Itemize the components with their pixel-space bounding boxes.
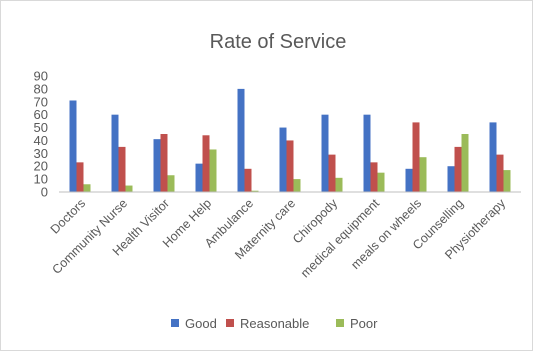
y-tick-label: 90 xyxy=(34,69,48,84)
bar-reasonable-4 xyxy=(244,168,252,192)
bar-reasonable-1 xyxy=(118,146,126,192)
bar-poor-3 xyxy=(209,149,217,192)
chart-title: Rate of Service xyxy=(210,31,347,53)
bar-reasonable-6 xyxy=(328,154,336,192)
bar-poor-0 xyxy=(83,184,91,192)
bar-good-7 xyxy=(363,114,371,192)
plot-area xyxy=(69,88,511,192)
y-tick-label: 60 xyxy=(34,107,48,122)
x-tick-label: Community Nurse xyxy=(49,196,130,277)
bar-poor-6 xyxy=(335,177,343,192)
bar-poor-9 xyxy=(461,134,469,192)
legend-swatch-poor xyxy=(336,319,344,327)
bar-poor-8 xyxy=(419,157,427,192)
bar-reasonable-9 xyxy=(454,146,462,192)
y-tick-label: 30 xyxy=(34,146,48,161)
bar-poor-10 xyxy=(503,170,511,192)
y-tick-label: 70 xyxy=(34,94,48,109)
bar-reasonable-8 xyxy=(412,122,420,192)
bar-poor-7 xyxy=(377,172,385,192)
bar-reasonable-2 xyxy=(160,134,168,192)
bar-good-6 xyxy=(321,114,329,192)
legend: Good Reasonable Poor xyxy=(171,316,378,331)
y-tick-label: 10 xyxy=(34,172,48,187)
bar-good-10 xyxy=(489,122,497,192)
bar-reasonable-3 xyxy=(202,135,210,192)
legend-label-poor: Poor xyxy=(350,316,378,331)
legend-label-reasonable: Reasonable xyxy=(240,316,309,331)
legend-swatch-reasonable xyxy=(226,319,234,327)
bar-good-5 xyxy=(279,127,287,192)
bar-good-9 xyxy=(447,166,455,192)
bar-poor-4 xyxy=(251,190,259,192)
bar-good-2 xyxy=(153,139,161,192)
x-tick-label: medical equipment xyxy=(298,196,382,280)
y-tick-label: 50 xyxy=(34,120,48,135)
y-tick-label: 80 xyxy=(34,81,48,96)
bar-poor-2 xyxy=(167,175,175,192)
bar-reasonable-10 xyxy=(496,154,504,192)
bar-good-3 xyxy=(195,163,203,192)
legend-swatch-good xyxy=(171,319,179,327)
bar-poor-1 xyxy=(125,185,133,192)
y-tick-label: 20 xyxy=(34,159,48,174)
bar-good-1 xyxy=(111,114,119,192)
bar-reasonable-5 xyxy=(286,140,294,192)
bar-good-0 xyxy=(69,100,77,192)
bar-reasonable-0 xyxy=(76,162,84,192)
bar-poor-5 xyxy=(293,179,301,192)
bar-good-8 xyxy=(405,168,413,192)
bar-reasonable-7 xyxy=(370,162,378,192)
y-tick-label: 0 xyxy=(41,185,48,200)
x-tick-label: Doctors xyxy=(48,196,88,236)
legend-label-good: Good xyxy=(185,316,217,331)
bar-good-4 xyxy=(237,88,245,192)
y-tick-label: 40 xyxy=(34,133,48,148)
